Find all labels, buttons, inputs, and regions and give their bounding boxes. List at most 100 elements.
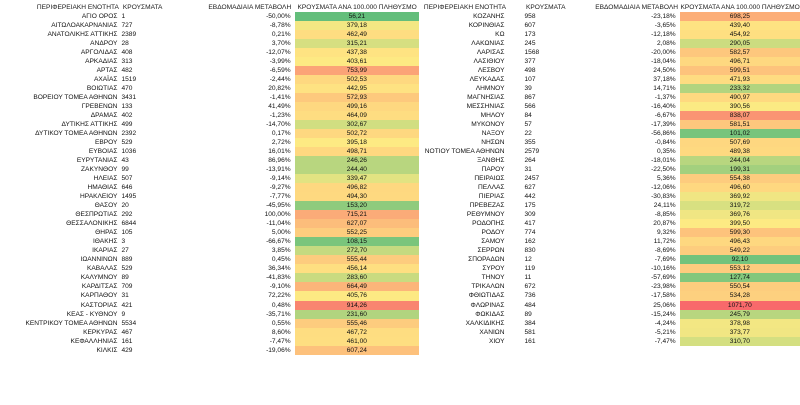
weekly-change-cell[interactable]: 0,55% [271,319,291,327]
cases-cell[interactable]: 84 [524,112,532,120]
header-per100k[interactable]: ΚΡΟΥΣΜΑΤΑ ΑΝΑ 100.000 ΠΛΗΘΥΣΜΟ [295,3,419,12]
region-cell[interactable]: ΛΕΥΚΑΔΑΣ [469,76,505,84]
weekly-change-cell[interactable]: -19,06% [266,346,291,354]
per100k-cell[interactable]: 838,07 [679,111,800,121]
region-cell[interactable]: ΙΩΑΝΝΙΝΩΝ [80,256,118,264]
per100k-cell[interactable]: 502,72 [294,129,420,139]
cases-cell[interactable]: 31 [121,292,129,300]
region-cell[interactable]: ΙΚΑΡΙΑΣ [92,247,118,255]
region-cell[interactable]: ΘΗΡΑΣ [95,229,118,237]
per100k-cell[interactable]: 310,70 [679,336,800,346]
region-cell[interactable]: ΛΕΣΒΟΥ [477,67,505,75]
region-cell[interactable]: ΠΡΕΒΕΖΑΣ [469,202,505,210]
region-cell[interactable]: ΑΡΤΑΣ [96,67,118,75]
weekly-change-cell[interactable]: 8,60% [271,328,291,336]
per100k-cell[interactable]: 555,46 [294,318,420,328]
weekly-change-cell[interactable]: -23,18% [651,13,676,20]
region-cell[interactable]: ΜΥΚΟΝΟΥ [471,121,505,129]
cases-cell[interactable]: 11 [524,274,532,282]
region-cell[interactable]: ΚΑΡΠΑΘΟΥ [80,292,118,300]
per100k-cell[interactable]: 405,76 [294,291,420,301]
per100k-cell[interactable]: 244,40 [294,165,420,175]
cases-cell[interactable]: 408 [121,49,133,57]
region-cell[interactable]: ΚΙΛΚΙΣ [96,346,118,354]
weekly-change-cell[interactable]: -8,69% [654,247,676,255]
cases-cell[interactable]: 313 [121,58,133,66]
cases-cell[interactable]: 28 [121,40,129,48]
per100k-cell[interactable]: 549,22 [679,246,800,256]
weekly-change-cell[interactable]: 3,85% [271,247,291,255]
region-cell[interactable]: ΦΘΙΩΤΙΔΑΣ [468,292,505,300]
region-cell[interactable]: ΗΡΑΚΛΕΙΟΥ [80,193,118,201]
region-cell[interactable]: ΔΡΑΜΑΣ [90,112,118,120]
region-cell[interactable]: ΒΟΙΩΤΙΑΣ [86,85,118,93]
weekly-change-cell[interactable]: -12,18% [651,31,676,39]
cases-cell[interactable]: 709 [121,283,133,291]
cases-cell[interactable]: 264 [524,157,536,165]
region-cell[interactable]: ΜΕΣΣΗΝΙΑΣ [466,103,505,111]
cases-cell[interactable]: 470 [121,85,133,93]
cases-cell[interactable]: 830 [524,247,536,255]
cases-cell[interactable]: 173 [524,31,536,39]
weekly-change-cell[interactable]: 0,17% [271,130,291,138]
cases-cell[interactable]: 377 [524,58,536,66]
cases-cell[interactable]: 421 [121,301,133,309]
weekly-change-cell[interactable]: -22,50% [651,166,676,174]
region-cell[interactable]: ΡΟΔΟΥ [481,229,505,237]
per100k-cell[interactable]: 153,20 [294,201,420,211]
per100k-cell[interactable]: 246,26 [294,156,420,166]
per100k-cell[interactable]: 442,95 [294,84,420,94]
weekly-change-cell[interactable]: -45,95% [266,202,291,210]
cases-cell[interactable]: 1495 [121,193,137,201]
region-cell[interactable]: ΧΑΝΙΩΝ [479,328,505,336]
per100k-cell[interactable]: 581,51 [679,120,800,130]
per100k-cell[interactable]: 127,74 [679,273,800,283]
per100k-cell[interactable]: 315,21 [294,39,420,49]
cases-cell[interactable]: 498 [524,67,536,75]
cases-cell[interactable]: 3 [121,238,126,246]
per100k-cell[interactable]: 534,28 [679,291,800,301]
per100k-cell[interactable]: 272,70 [294,246,420,256]
cases-cell[interactable]: 958 [524,13,536,20]
per100k-cell[interactable]: 550,54 [679,282,800,292]
weekly-change-cell[interactable]: 0,35% [656,148,676,156]
weekly-change-cell[interactable]: 9,32% [656,229,676,237]
weekly-change-cell[interactable]: -11,04% [266,220,291,228]
cases-cell[interactable]: 727 [121,22,133,30]
weekly-change-cell[interactable]: 16,01% [268,148,291,156]
cases-cell[interactable]: 672 [524,283,536,291]
weekly-change-cell[interactable]: -6,59% [269,67,291,75]
cases-cell[interactable]: 107 [524,76,536,84]
cases-cell[interactable]: 3431 [121,94,137,102]
cases-cell[interactable]: 99 [121,166,129,174]
per100k-cell[interactable]: 56,21 [294,12,420,22]
cases-cell[interactable]: 417 [524,220,536,228]
cases-cell[interactable]: 161 [524,337,536,345]
cases-cell[interactable]: 627 [524,184,536,192]
per100k-cell[interactable]: 715,21 [294,210,420,220]
per100k-cell[interactable]: 552,25 [294,228,420,238]
per100k-cell[interactable]: 245,79 [679,309,800,319]
cases-cell[interactable]: 566 [524,103,536,111]
region-cell[interactable]: ΔΥΤΙΚΟΥ ΤΟΜΕΑ ΑΘΗΝΩΝ [35,130,118,138]
cases-cell[interactable]: 9 [121,310,126,318]
per100k-cell[interactable]: 373,77 [679,327,800,337]
per100k-cell[interactable]: 489,38 [679,147,800,157]
region-cell[interactable]: ΘΕΣΠΡΩΤΙΑΣ [75,211,118,219]
region-cell[interactable]: ΖΑΚΥΝΘΟΥ [81,166,118,174]
region-cell[interactable]: ΚΕΡΚΥΡΑΣ [83,328,118,336]
cases-cell[interactable]: 1519 [121,76,137,84]
region-cell[interactable]: ΣΠΟΡΑΔΩΝ [468,256,505,264]
weekly-change-cell[interactable]: -10,16% [651,265,676,273]
per100k-cell[interactable]: 92,10 [679,255,800,265]
per100k-cell[interactable]: 199,31 [679,165,800,175]
region-cell[interactable]: ΡΕΘΥΜΝΟΥ [466,211,505,219]
region-cell[interactable]: ΧΙΟΥ [488,337,505,345]
cases-cell[interactable]: 133 [121,103,133,111]
cases-cell[interactable]: 607 [524,22,536,30]
region-cell[interactable]: ΚΑΒΑΛΑΣ [86,265,118,273]
weekly-change-cell[interactable]: -8,85% [654,211,676,219]
per100k-cell[interactable]: 554,38 [679,174,800,184]
per100k-cell[interactable]: 464,09 [294,111,420,121]
cases-cell[interactable]: 467 [121,328,133,336]
